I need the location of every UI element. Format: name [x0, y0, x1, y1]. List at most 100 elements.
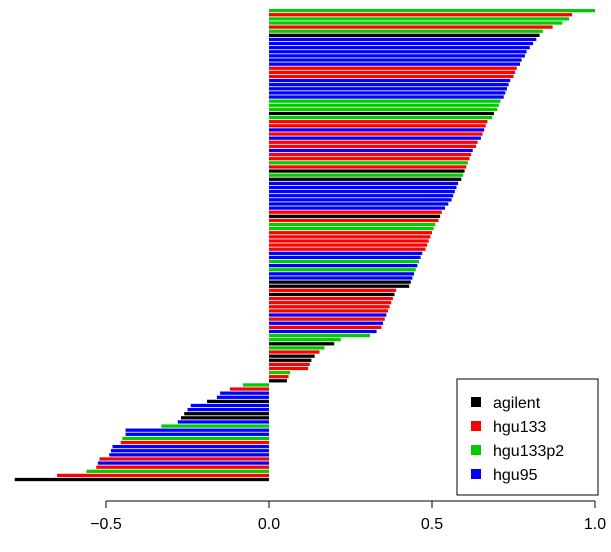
bar-agilent	[269, 214, 441, 218]
x-tick-label: 0.0	[258, 516, 280, 533]
bar-hgu133	[269, 247, 426, 251]
bar-hgu95	[269, 194, 454, 198]
bar-hgu133	[269, 152, 472, 157]
legend-swatch-hgu133	[471, 421, 481, 431]
legend-label-hgu133p2: hgu133p2	[493, 443, 564, 460]
bar-hgu133p2	[269, 173, 463, 177]
bar-hgu95	[125, 432, 269, 436]
bar-hgu95	[269, 41, 534, 46]
bar-hgu95	[269, 272, 415, 276]
legend-label-agilent: agilent	[493, 395, 541, 412]
bar-hgu95	[269, 128, 485, 132]
bar-hgu133	[269, 288, 397, 292]
bar-agilent	[269, 111, 494, 116]
bar-hgu133	[269, 210, 442, 214]
bar-hgu95	[112, 444, 270, 449]
bar-hgu133	[269, 350, 320, 354]
legend: agilent hgu133 hgu133p2 hgu95	[456, 378, 599, 496]
bar-hgu95	[269, 206, 446, 210]
bar-hgu133	[269, 25, 553, 29]
bar-hgu95	[269, 321, 384, 325]
bar-agilent	[269, 280, 411, 284]
bar-hgu133	[269, 325, 382, 329]
bar-hgu133	[269, 74, 514, 79]
bar-hgu95	[216, 395, 269, 399]
bar-agilent	[269, 342, 335, 346]
bar-hgu133p2	[269, 17, 569, 21]
bar-agilent	[269, 379, 287, 383]
bar-hgu133	[269, 218, 439, 223]
bar-hgu133	[269, 70, 516, 74]
bar-agilent	[269, 169, 465, 173]
bar-hgu95	[269, 87, 507, 91]
bar-agilent	[269, 292, 395, 297]
bar-hgu133	[57, 473, 269, 478]
bar-hgu133p2	[269, 107, 498, 111]
bar-hgu133p2	[269, 115, 493, 120]
bar-agilent	[184, 412, 269, 416]
bar-hgu133	[229, 387, 269, 391]
bar-hgu133	[269, 231, 432, 235]
bar-hgu95	[269, 198, 452, 202]
bar-hgu95	[269, 58, 522, 62]
bar-hgu133	[269, 362, 310, 367]
bars-layer	[14, 9, 595, 482]
bar-hgu133p2	[269, 222, 436, 227]
bar-hgu133	[269, 66, 517, 70]
bar-hgu133	[269, 305, 390, 309]
bar-hgu133	[269, 124, 486, 128]
bar-agilent	[269, 177, 462, 181]
bar-agilent	[207, 399, 269, 404]
bar-hgu95	[269, 37, 537, 42]
bar-agilent	[269, 33, 540, 37]
bar-hgu95	[269, 62, 521, 66]
bar-hgu95	[269, 83, 509, 87]
bar-hgu95	[187, 407, 269, 412]
bar-hgu95	[269, 185, 457, 190]
bar-hgu133	[269, 243, 428, 247]
legend-label-hgu133: hgu133	[493, 419, 546, 436]
bar-hgu133	[269, 144, 477, 149]
bar-hgu133	[269, 235, 431, 239]
bar-hgu133	[269, 157, 470, 161]
bar-hgu133	[269, 140, 478, 144]
bar-hgu133p2	[269, 268, 416, 272]
bar-agilent	[180, 416, 269, 420]
bar-hgu133	[269, 309, 388, 313]
bar-hgu95	[269, 50, 527, 54]
bar-hgu95	[97, 461, 269, 465]
bar-agilent	[269, 284, 410, 288]
bar-hgu133	[269, 366, 309, 371]
bar-hgu95	[125, 428, 269, 432]
bar-hgu95	[269, 46, 530, 50]
bar-hgu133p2	[269, 259, 419, 264]
bar-hgu133p2	[269, 333, 371, 338]
bar-hgu95	[269, 95, 504, 99]
x-tick-label: 1.0	[584, 516, 606, 533]
bar-hgu95	[269, 202, 449, 206]
bar-hgu133p2	[269, 103, 499, 107]
bar-hgu95	[110, 449, 269, 453]
bar-hgu133p2	[161, 424, 269, 428]
bar-hgu133p2	[269, 99, 501, 103]
x-tick-label: 0.5	[421, 516, 443, 533]
bar-hgu95	[190, 403, 269, 408]
bar-hgu133p2	[269, 226, 434, 231]
bar-hgu133	[269, 132, 483, 136]
bar-hgu95	[269, 264, 418, 268]
bar-hgu133	[269, 317, 385, 321]
bar-agilent	[269, 354, 315, 358]
x-axis: −0.5 0.0 0.5 1.0	[90, 500, 606, 533]
bar-hgu133p2	[242, 383, 269, 387]
bar-hgu133p2	[122, 436, 269, 441]
bar-hgu133	[96, 465, 269, 469]
bar-hgu95	[269, 78, 511, 83]
bar-hgu95	[269, 313, 387, 317]
bar-hgu133	[269, 301, 392, 305]
bar-hgu133	[269, 120, 488, 124]
bar-hgu133p2	[269, 29, 543, 33]
bar-hgu133	[269, 375, 289, 379]
bar-hgu133p2	[269, 9, 595, 13]
bar-hgu95	[220, 391, 269, 395]
